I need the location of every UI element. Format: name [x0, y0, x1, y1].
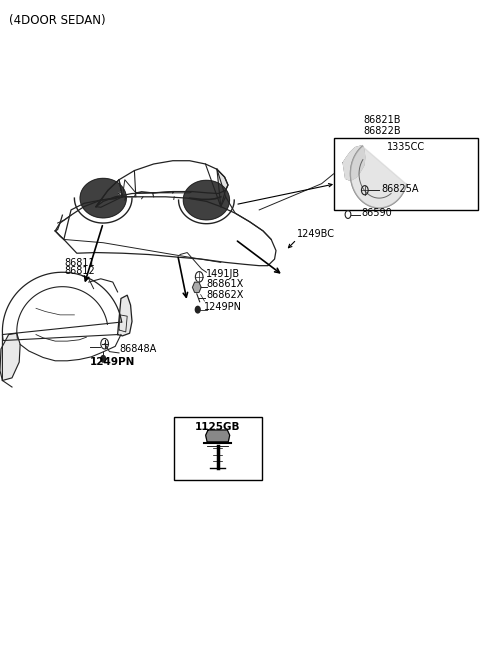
Bar: [174, 417, 262, 480]
Polygon shape: [183, 180, 229, 220]
Polygon shape: [119, 192, 122, 195]
Text: 86811: 86811: [65, 258, 96, 268]
Text: 86825A: 86825A: [382, 184, 419, 194]
Polygon shape: [192, 282, 201, 293]
Text: 1125GB: 1125GB: [195, 422, 240, 432]
Text: 1249PN: 1249PN: [204, 302, 242, 312]
Text: 86861X: 86861X: [206, 279, 244, 289]
Polygon shape: [350, 146, 407, 208]
Polygon shape: [118, 295, 132, 336]
Text: 86822B: 86822B: [364, 126, 401, 136]
Text: 1491JB: 1491JB: [206, 269, 240, 279]
Text: (4DOOR SEDAN): (4DOOR SEDAN): [9, 14, 105, 28]
Polygon shape: [0, 333, 20, 380]
Polygon shape: [217, 169, 228, 207]
Circle shape: [195, 306, 200, 313]
Polygon shape: [343, 146, 365, 180]
Text: 1249BC: 1249BC: [297, 230, 335, 239]
Polygon shape: [205, 430, 229, 442]
Bar: [334, 138, 478, 210]
Text: 86848A: 86848A: [119, 344, 156, 354]
Polygon shape: [80, 178, 126, 218]
Text: 86862X: 86862X: [206, 290, 244, 300]
Text: 1335CC: 1335CC: [386, 142, 425, 152]
Text: 86821B: 86821B: [364, 115, 401, 125]
Text: 86590: 86590: [361, 209, 392, 218]
Text: 1249PN: 1249PN: [90, 358, 136, 367]
Text: 86812: 86812: [65, 266, 96, 276]
Circle shape: [101, 356, 106, 362]
